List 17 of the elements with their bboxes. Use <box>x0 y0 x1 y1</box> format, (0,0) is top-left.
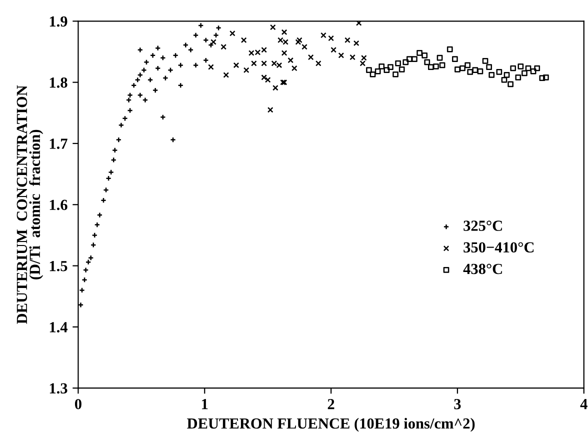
y-tick-label: 1.9 <box>50 16 68 27</box>
x-tick-label: 1 <box>202 399 208 410</box>
y-tick-label: 1.7 <box>50 138 68 149</box>
y-tick-label: 1.6 <box>50 200 68 210</box>
x-tick-label: 0 <box>74 398 82 410</box>
y-tick-label: 1.8 <box>50 77 68 88</box>
y-tick-label: 1.3 <box>50 383 68 394</box>
x-axis-title: DEUTERON FLUENCE (10E19 ions/cm^2) <box>187 418 475 432</box>
legend-label: 350−410°C <box>464 242 534 253</box>
legend-label: 325°C <box>464 220 502 231</box>
x-tick-label: 2 <box>328 398 334 410</box>
x-tick-label: 3 <box>454 398 461 410</box>
y-tick-label: 1.5 <box>50 260 68 272</box>
legend-label: 438°C <box>463 264 502 274</box>
x-tick-label: 4 <box>580 399 588 410</box>
y-tick-label: 1.4 <box>50 322 68 332</box>
y-axis-title: DEUTERIUM CONCENTRATION (D/Ti atomic fraction) <box>16 85 44 324</box>
